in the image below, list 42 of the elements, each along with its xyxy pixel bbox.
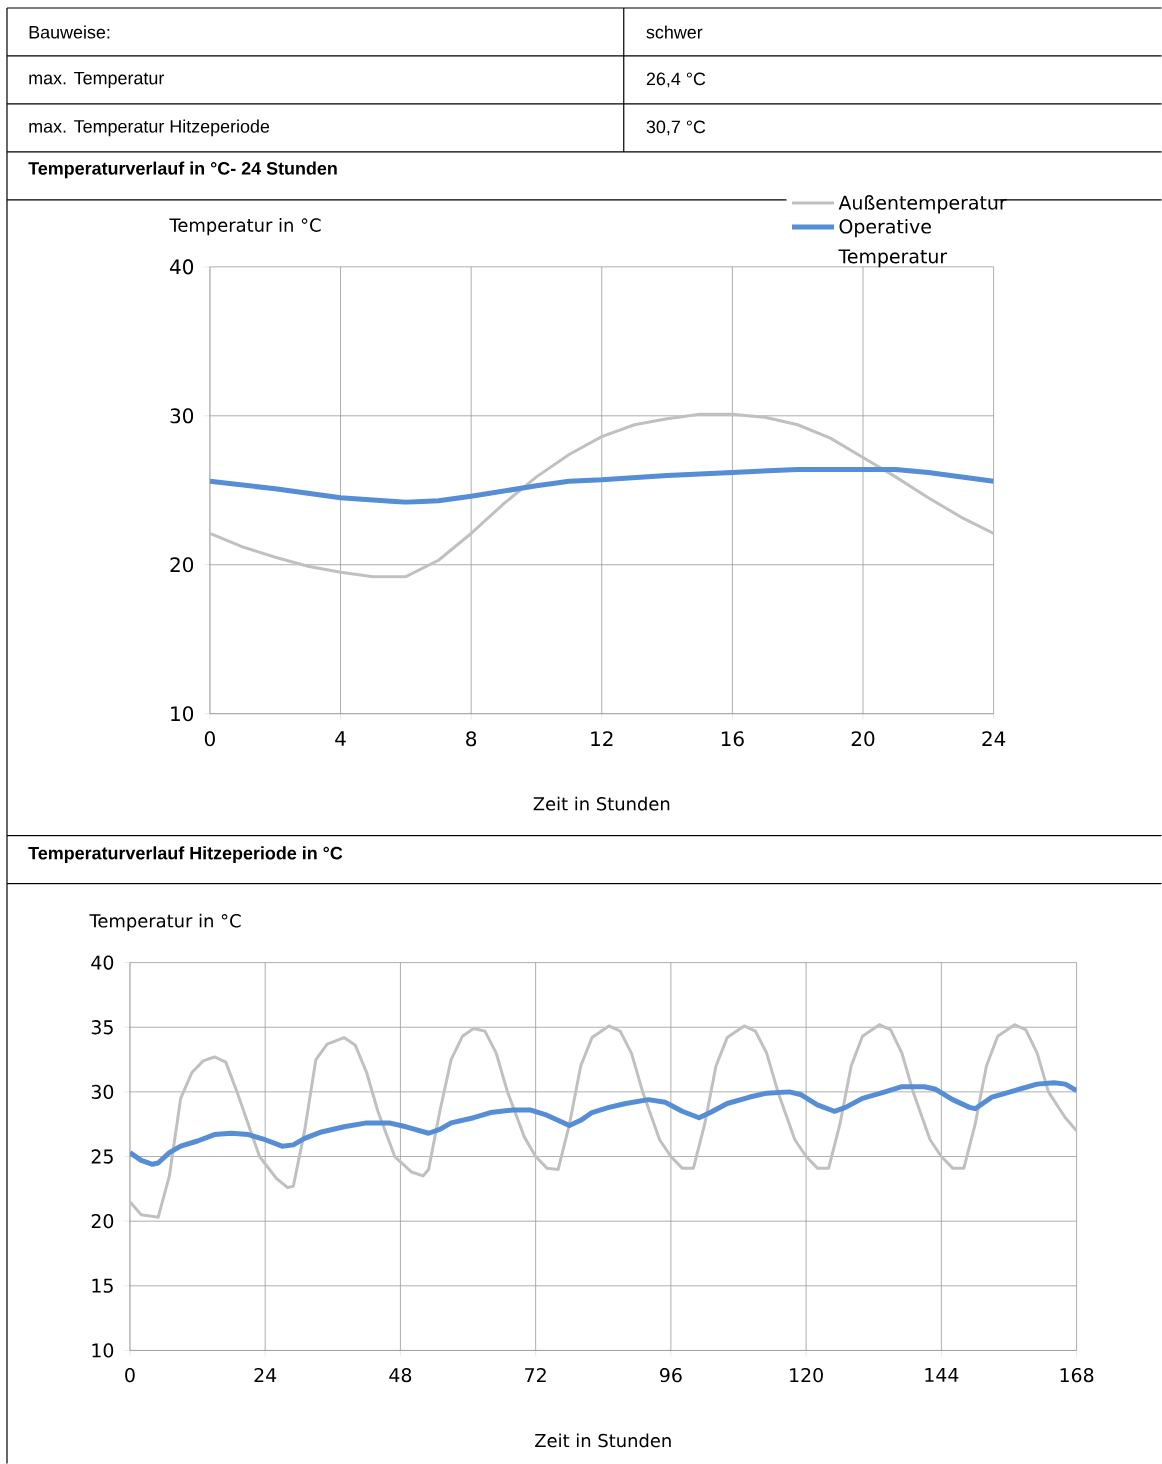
y-tick-label: 10 [92, 1343, 114, 1358]
y-tick-label: 20 [170, 557, 194, 573]
y-tick-label: 40 [169, 259, 194, 275]
line-series [209, 412, 994, 579]
text: Bauweise: [29, 25, 110, 39]
y-tick-label: 40 [91, 955, 114, 970]
x-tick-label: 16 [721, 731, 744, 747]
text: schwer [646, 25, 703, 39]
legend-label: Operative Temperatur [838, 218, 948, 268]
y-tick-label: 10 [171, 706, 194, 722]
y-axis-title: Temperatur in °C [169, 218, 321, 236]
x-axis-title: Zeit in Stunden [533, 796, 670, 811]
x-tick-label: 120 [790, 1367, 823, 1383]
chart-title: Temperaturverlauf Hitzeperiode in °C [28, 846, 343, 864]
y-tick-label: 15 [92, 1278, 113, 1293]
x-tick-label: 96 [659, 1367, 682, 1383]
text: 30,7 °C [646, 120, 706, 136]
x-tick-label: 24 [254, 1367, 277, 1382]
y-axis-title: Temperatur in °C [89, 913, 241, 932]
x-tick-label: 72 [525, 1367, 546, 1382]
x-axis-title: Zeit in Stunden [535, 1433, 671, 1448]
y-tick-label: 30 [170, 408, 194, 424]
y-tick-label: 25 [91, 1149, 113, 1164]
y-tick-label: 20 [91, 1214, 114, 1229]
line-series [129, 1023, 1077, 1219]
text: max. Temperatur Hitzeperiode [29, 119, 270, 137]
x-tick-label: 4 [335, 731, 346, 746]
text: 26,4 °C [646, 72, 706, 88]
x-tick-label: 168 [1060, 1367, 1094, 1383]
x-tick-label: 20 [851, 731, 875, 747]
x-tick-label: 48 [389, 1367, 412, 1383]
x-tick-label: 24 [982, 731, 1006, 746]
x-tick-label: 12 [591, 731, 613, 746]
y-tick-label: 35 [91, 1020, 113, 1035]
chart-title: Temperaturverlauf in °C- 24 Stunden [28, 161, 337, 179]
x-tick-label: 8 [466, 731, 477, 747]
x-tick-label: 0 [125, 1367, 135, 1383]
x-tick-label: 144 [925, 1367, 959, 1382]
legend-label: Außentemperatur [838, 195, 1007, 214]
y-tick-label: 30 [91, 1084, 114, 1100]
text: max. Temperatur [29, 71, 164, 88]
x-tick-label: 0 [204, 731, 215, 747]
